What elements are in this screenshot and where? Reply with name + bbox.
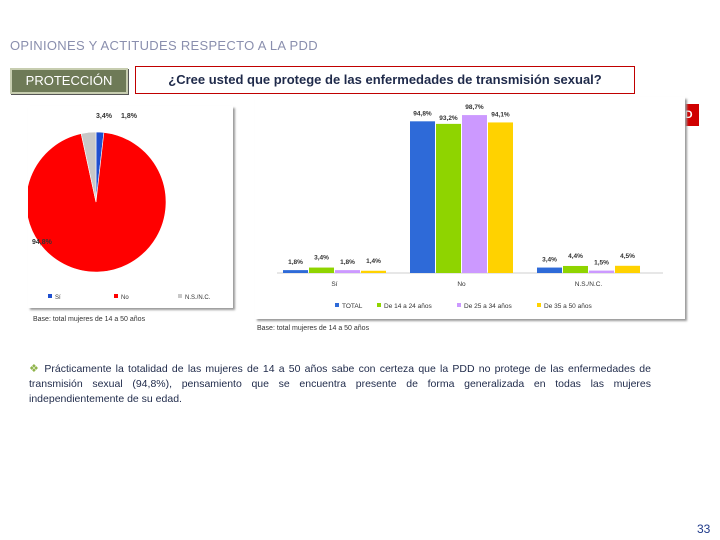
pie-data-label: 1,8% <box>121 113 138 120</box>
pie-panel: 1,8% 94,8% 3,4% Sí No N.S./N.C. <box>25 106 233 308</box>
bar-data-label: 1,8% <box>288 259 303 266</box>
bar-data-label: 93,2% <box>439 115 458 122</box>
bar-data-label: 1,5% <box>594 260 609 267</box>
pie-slice <box>80 131 97 203</box>
pie-chart: 1,8% 94,8% 3,4% Sí No N.S./N.C. <box>25 113 211 301</box>
bar-data-label: 1,8% <box>340 259 355 266</box>
legend-swatch <box>377 303 381 307</box>
bar <box>615 265 640 273</box>
legend-label: De 25 a 34 años <box>464 303 512 310</box>
legend-label: No <box>121 295 129 301</box>
bar <box>537 267 562 273</box>
category-label: Sí <box>331 281 337 288</box>
legend-label: N.S./N.C. <box>185 295 211 301</box>
summary-text: Prácticamente la totalidad de las mujere… <box>29 363 651 405</box>
bar-data-label: 1,4% <box>366 258 381 265</box>
bar <box>410 121 435 273</box>
bar-data-label: 3,4% <box>542 257 557 264</box>
legend-swatch <box>48 294 52 298</box>
bar <box>436 123 461 273</box>
legend-label: De 35 a 50 años <box>544 303 592 310</box>
bar <box>361 270 386 273</box>
legend-swatch <box>335 303 339 307</box>
summary-bullet: ❖ Prácticamente la totalidad de las muje… <box>29 362 651 407</box>
pie-data-label: 3,4% <box>96 113 113 120</box>
bar-base-note: Base: total mujeres de 14 a 50 años <box>257 325 370 332</box>
bar <box>462 115 487 273</box>
bar <box>283 270 308 273</box>
page-number: 33 <box>697 522 711 536</box>
category-label: No <box>457 281 466 288</box>
bar-data-label: 94,1% <box>491 111 510 118</box>
bar-data-label: 4,4% <box>568 253 583 260</box>
bar-chart: 1,8% 94,8% 3,4% 3,4% 93,2% 4,4% 1,8% 98,7% 1,5% 1… <box>277 104 663 310</box>
page-title: OPINIONES Y ACTITUDES RESPECTO A LA PDD <box>10 38 318 53</box>
pie-slice <box>25 132 167 273</box>
category-label: N.S./N.C. <box>575 281 603 288</box>
legend-swatch <box>114 294 118 298</box>
bar <box>335 270 360 273</box>
legend-swatch <box>457 303 461 307</box>
bar <box>309 267 334 273</box>
bar-panel: 1,8% 94,8% 3,4% 3,4% 93,2% 4,4% 1,8% 98,7% 1,5% 1… <box>255 97 685 319</box>
legend-swatch <box>178 294 182 298</box>
legend-label: Sí <box>55 295 61 301</box>
bar-data-label: 4,5% <box>620 253 635 260</box>
bar-data-label: 94,8% <box>413 110 432 117</box>
pie-data-label: 94,8% <box>32 239 53 246</box>
section-label: PROTECCIÓN <box>10 68 128 94</box>
legend-label: De 14 a 24 años <box>384 303 432 310</box>
bar-data-label: 98,7% <box>465 104 484 111</box>
question-box: ¿Cree usted que protege de las enfermeda… <box>135 66 635 94</box>
diamond-bullet-icon: ❖ <box>29 363 41 375</box>
bar <box>488 122 513 273</box>
legend-swatch <box>537 303 541 307</box>
bar <box>589 270 614 273</box>
bar-data-label: 3,4% <box>314 255 329 262</box>
bar <box>563 265 588 273</box>
pie-base-note: Base: total mujeres de 14 a 50 años <box>33 316 146 323</box>
legend-label: TOTAL <box>342 303 363 310</box>
